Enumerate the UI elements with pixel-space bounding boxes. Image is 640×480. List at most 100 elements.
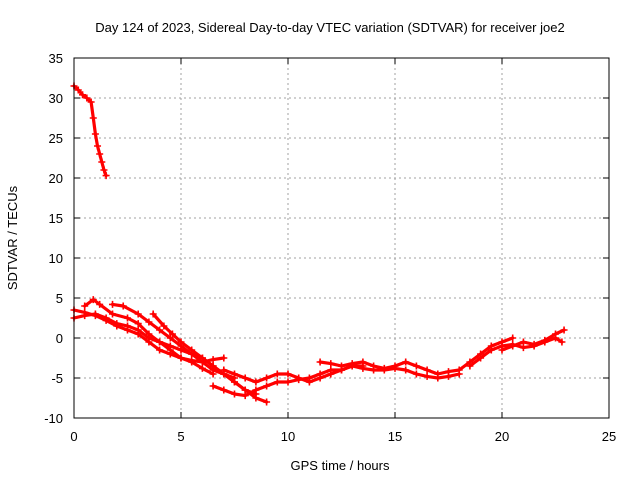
data-point bbox=[412, 362, 420, 370]
data-point bbox=[96, 300, 104, 308]
data-point bbox=[177, 354, 185, 362]
data-point bbox=[284, 378, 292, 386]
data-point bbox=[509, 334, 517, 342]
x-tick-label: 5 bbox=[177, 429, 184, 444]
data-point bbox=[89, 296, 97, 304]
data-point bbox=[295, 374, 303, 382]
data-point bbox=[166, 334, 174, 342]
data-point bbox=[156, 346, 164, 354]
data-point bbox=[252, 386, 260, 394]
data-point bbox=[209, 356, 217, 364]
data-point bbox=[241, 392, 249, 400]
data-point bbox=[263, 374, 271, 382]
data-point bbox=[209, 382, 217, 390]
data-point bbox=[134, 326, 142, 334]
data-point bbox=[102, 172, 110, 180]
data-point bbox=[81, 302, 89, 310]
data-point bbox=[145, 330, 153, 338]
data-point bbox=[558, 338, 566, 346]
data-point bbox=[359, 364, 367, 372]
x-tick-label: 20 bbox=[495, 429, 509, 444]
y-tick-label: 0 bbox=[56, 331, 63, 346]
data-point bbox=[530, 340, 538, 348]
y-tick-labels: -10 -5 0 5 10 15 20 25 30 35 bbox=[44, 51, 63, 426]
data-point bbox=[209, 362, 217, 370]
data-point bbox=[466, 362, 474, 370]
data-point bbox=[273, 378, 281, 386]
data-point bbox=[79, 91, 87, 99]
y-tick-label: 15 bbox=[49, 211, 63, 226]
data-point bbox=[305, 378, 313, 386]
data-point bbox=[231, 390, 238, 398]
data-point bbox=[156, 338, 164, 346]
data-point bbox=[231, 370, 238, 378]
data-point bbox=[220, 386, 228, 394]
data-point bbox=[160, 322, 168, 330]
data-point bbox=[423, 366, 431, 374]
y-tick-label: 20 bbox=[49, 171, 63, 186]
data-point bbox=[327, 370, 335, 378]
y-tick-label: 35 bbox=[49, 51, 63, 66]
axis-ticks bbox=[73, 57, 610, 419]
y-tick-label: -5 bbox=[51, 371, 63, 386]
data-point bbox=[252, 394, 260, 402]
y-tick-label: 30 bbox=[49, 91, 63, 106]
data-point bbox=[552, 330, 559, 338]
data-point bbox=[327, 360, 335, 368]
data-point bbox=[119, 302, 127, 310]
data-point bbox=[402, 366, 410, 374]
data-point bbox=[156, 326, 164, 334]
y-tick-label: 10 bbox=[49, 251, 63, 266]
y-axis-label: SDTVAR / TECUs bbox=[5, 185, 20, 290]
data-point bbox=[96, 150, 104, 158]
data-point bbox=[284, 370, 292, 378]
data-point bbox=[445, 368, 452, 376]
x-tick-label: 15 bbox=[388, 429, 402, 444]
data-point bbox=[188, 346, 196, 354]
data-point bbox=[102, 314, 110, 322]
data-point bbox=[316, 374, 324, 382]
data-point bbox=[455, 366, 463, 374]
data-point bbox=[263, 382, 271, 390]
data-point bbox=[434, 370, 442, 378]
data-point bbox=[87, 98, 95, 106]
data-point bbox=[241, 374, 249, 382]
data-point bbox=[91, 130, 99, 138]
y-tick-label: 5 bbox=[56, 291, 63, 306]
data-point bbox=[252, 378, 260, 386]
x-tick-labels: 0 5 10 15 20 25 bbox=[70, 429, 616, 444]
data-point bbox=[263, 398, 271, 406]
y-tick-label: 25 bbox=[49, 131, 63, 146]
data-point bbox=[412, 370, 420, 378]
data-series bbox=[70, 82, 568, 406]
data-point bbox=[134, 310, 142, 318]
data-point bbox=[509, 342, 517, 350]
data-point bbox=[391, 362, 399, 370]
data-point bbox=[113, 320, 121, 328]
data-point bbox=[91, 310, 99, 318]
data-point bbox=[348, 360, 356, 368]
data-point bbox=[220, 366, 228, 374]
data-point bbox=[134, 320, 142, 328]
data-point bbox=[198, 354, 206, 362]
data-point bbox=[94, 142, 102, 150]
data-point bbox=[359, 358, 367, 366]
data-point bbox=[149, 310, 157, 318]
data-point bbox=[188, 358, 196, 366]
data-point bbox=[316, 358, 324, 366]
data-point bbox=[81, 312, 89, 320]
data-point bbox=[145, 318, 153, 326]
data-point bbox=[74, 86, 82, 94]
data-point bbox=[519, 338, 527, 346]
data-point bbox=[109, 300, 117, 308]
data-point bbox=[166, 346, 174, 354]
x-tick-label: 0 bbox=[70, 429, 77, 444]
data-point bbox=[423, 372, 431, 380]
series-track-10 bbox=[468, 336, 564, 368]
data-point bbox=[124, 314, 131, 322]
data-point bbox=[98, 158, 106, 166]
data-point bbox=[560, 326, 568, 334]
data-point bbox=[498, 346, 506, 354]
y-tick-label: -10 bbox=[44, 411, 63, 426]
